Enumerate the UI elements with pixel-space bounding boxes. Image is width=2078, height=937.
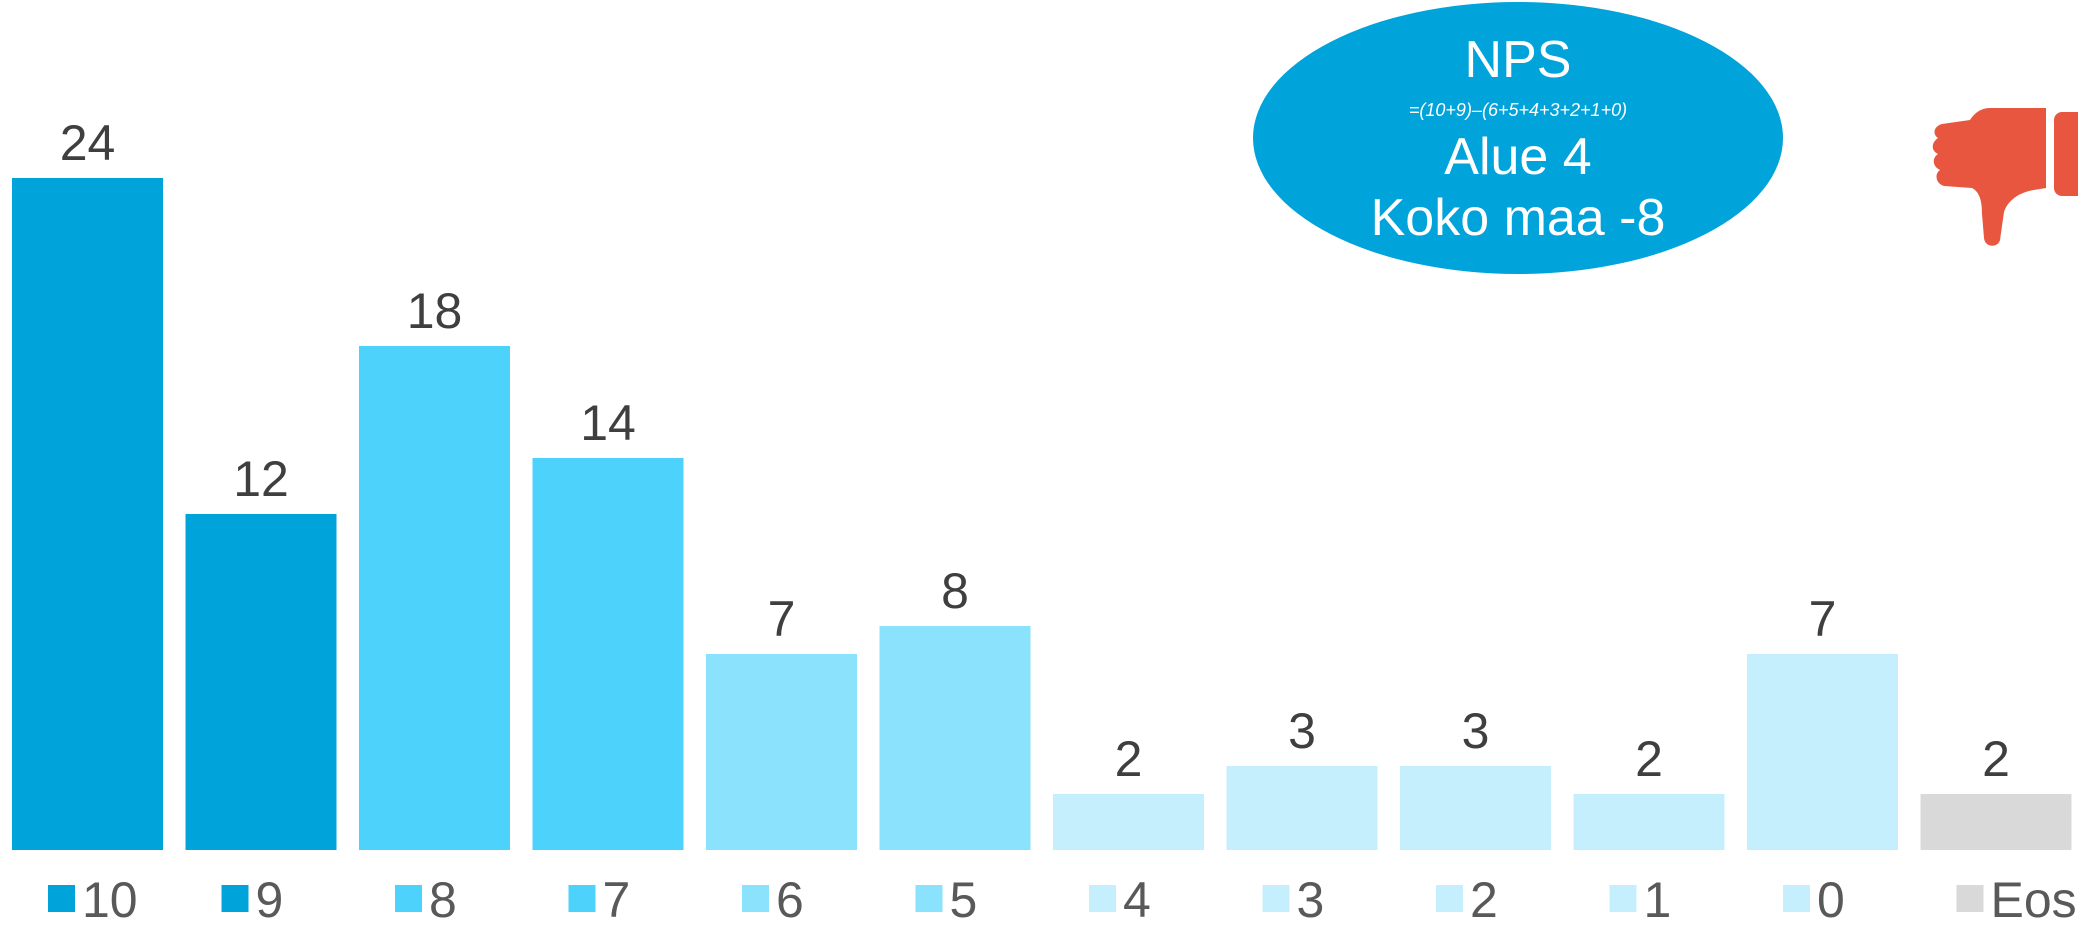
value-label-10: 24 [60, 115, 116, 171]
value-label-Eos: 2 [1982, 731, 2010, 787]
legend-swatch-5 [915, 885, 943, 912]
legend-label-7: 7 [603, 872, 631, 928]
legend-swatch-4 [1089, 885, 1116, 912]
value-label-4: 2 [1115, 731, 1143, 787]
value-label-7: 14 [580, 395, 636, 451]
bars-group [12, 178, 2072, 850]
nps-area-value: Alue 4 [1444, 128, 1592, 186]
legend-swatch-9 [221, 885, 249, 912]
value-labels-group: 24 12 18 14 7 8 2 3 3 2 7 2 [60, 115, 2010, 787]
value-label-0: 7 [1809, 591, 1837, 647]
legend-swatch-3 [1262, 885, 1290, 912]
nps-country-value: Koko maa -8 [1370, 189, 1666, 247]
bar-4 [1053, 794, 1204, 850]
legend-label-9: 9 [256, 872, 284, 928]
bar-6 [706, 654, 857, 850]
bar-1 [1573, 794, 1725, 850]
legend-swatch-7 [568, 885, 596, 912]
value-label-8: 18 [407, 283, 463, 339]
legend-label-3: 3 [1297, 872, 1325, 928]
legend-swatch-0 [1783, 885, 1810, 912]
legend-label-6: 6 [776, 872, 804, 928]
value-label-3: 3 [1288, 703, 1316, 759]
value-label-2: 3 [1462, 703, 1490, 759]
value-label-1: 2 [1635, 731, 1663, 787]
legend-swatch-6 [742, 885, 769, 912]
bar-3 [1226, 766, 1378, 850]
bar-7 [532, 458, 684, 850]
bar-8 [359, 346, 510, 850]
value-label-6: 7 [768, 591, 796, 647]
value-label-5: 8 [941, 563, 969, 619]
bar-Eos [1920, 794, 2072, 850]
legend-swatch-10 [48, 885, 75, 912]
value-label-9: 12 [233, 451, 289, 507]
legend-swatch-2 [1436, 885, 1463, 912]
legend-label-5: 5 [950, 872, 978, 928]
bar-9 [185, 514, 337, 850]
legend-label-Eos: Eos [1991, 872, 2077, 928]
bar-0 [1747, 654, 1898, 850]
legend-label-0: 0 [1817, 872, 1845, 928]
bar-5 [879, 626, 1031, 850]
thumbs-down-icon [1932, 108, 2078, 246]
bar-10 [12, 178, 163, 850]
legend-swatch-8 [395, 885, 422, 912]
legend-label-2: 2 [1470, 872, 1498, 928]
nps-bubble: NPS =(10+9)–(6+5+4+3+2+1+0) Alue 4 Koko … [1253, 2, 1783, 274]
legend-label-8: 8 [429, 872, 457, 928]
bar-2 [1400, 766, 1551, 850]
legend-label-4: 4 [1123, 872, 1151, 928]
legend: 10 9 8 7 6 5 4 3 2 1 0 Eos [48, 872, 2077, 928]
legend-label-10: 10 [82, 872, 138, 928]
legend-label-1: 1 [1644, 872, 1672, 928]
legend-swatch-1 [1609, 885, 1637, 912]
legend-swatch-Eos [1956, 885, 1984, 912]
nps-title: NPS [1464, 31, 1572, 89]
nps-formula: =(10+9)–(6+5+4+3+2+1+0) [1408, 100, 1628, 120]
